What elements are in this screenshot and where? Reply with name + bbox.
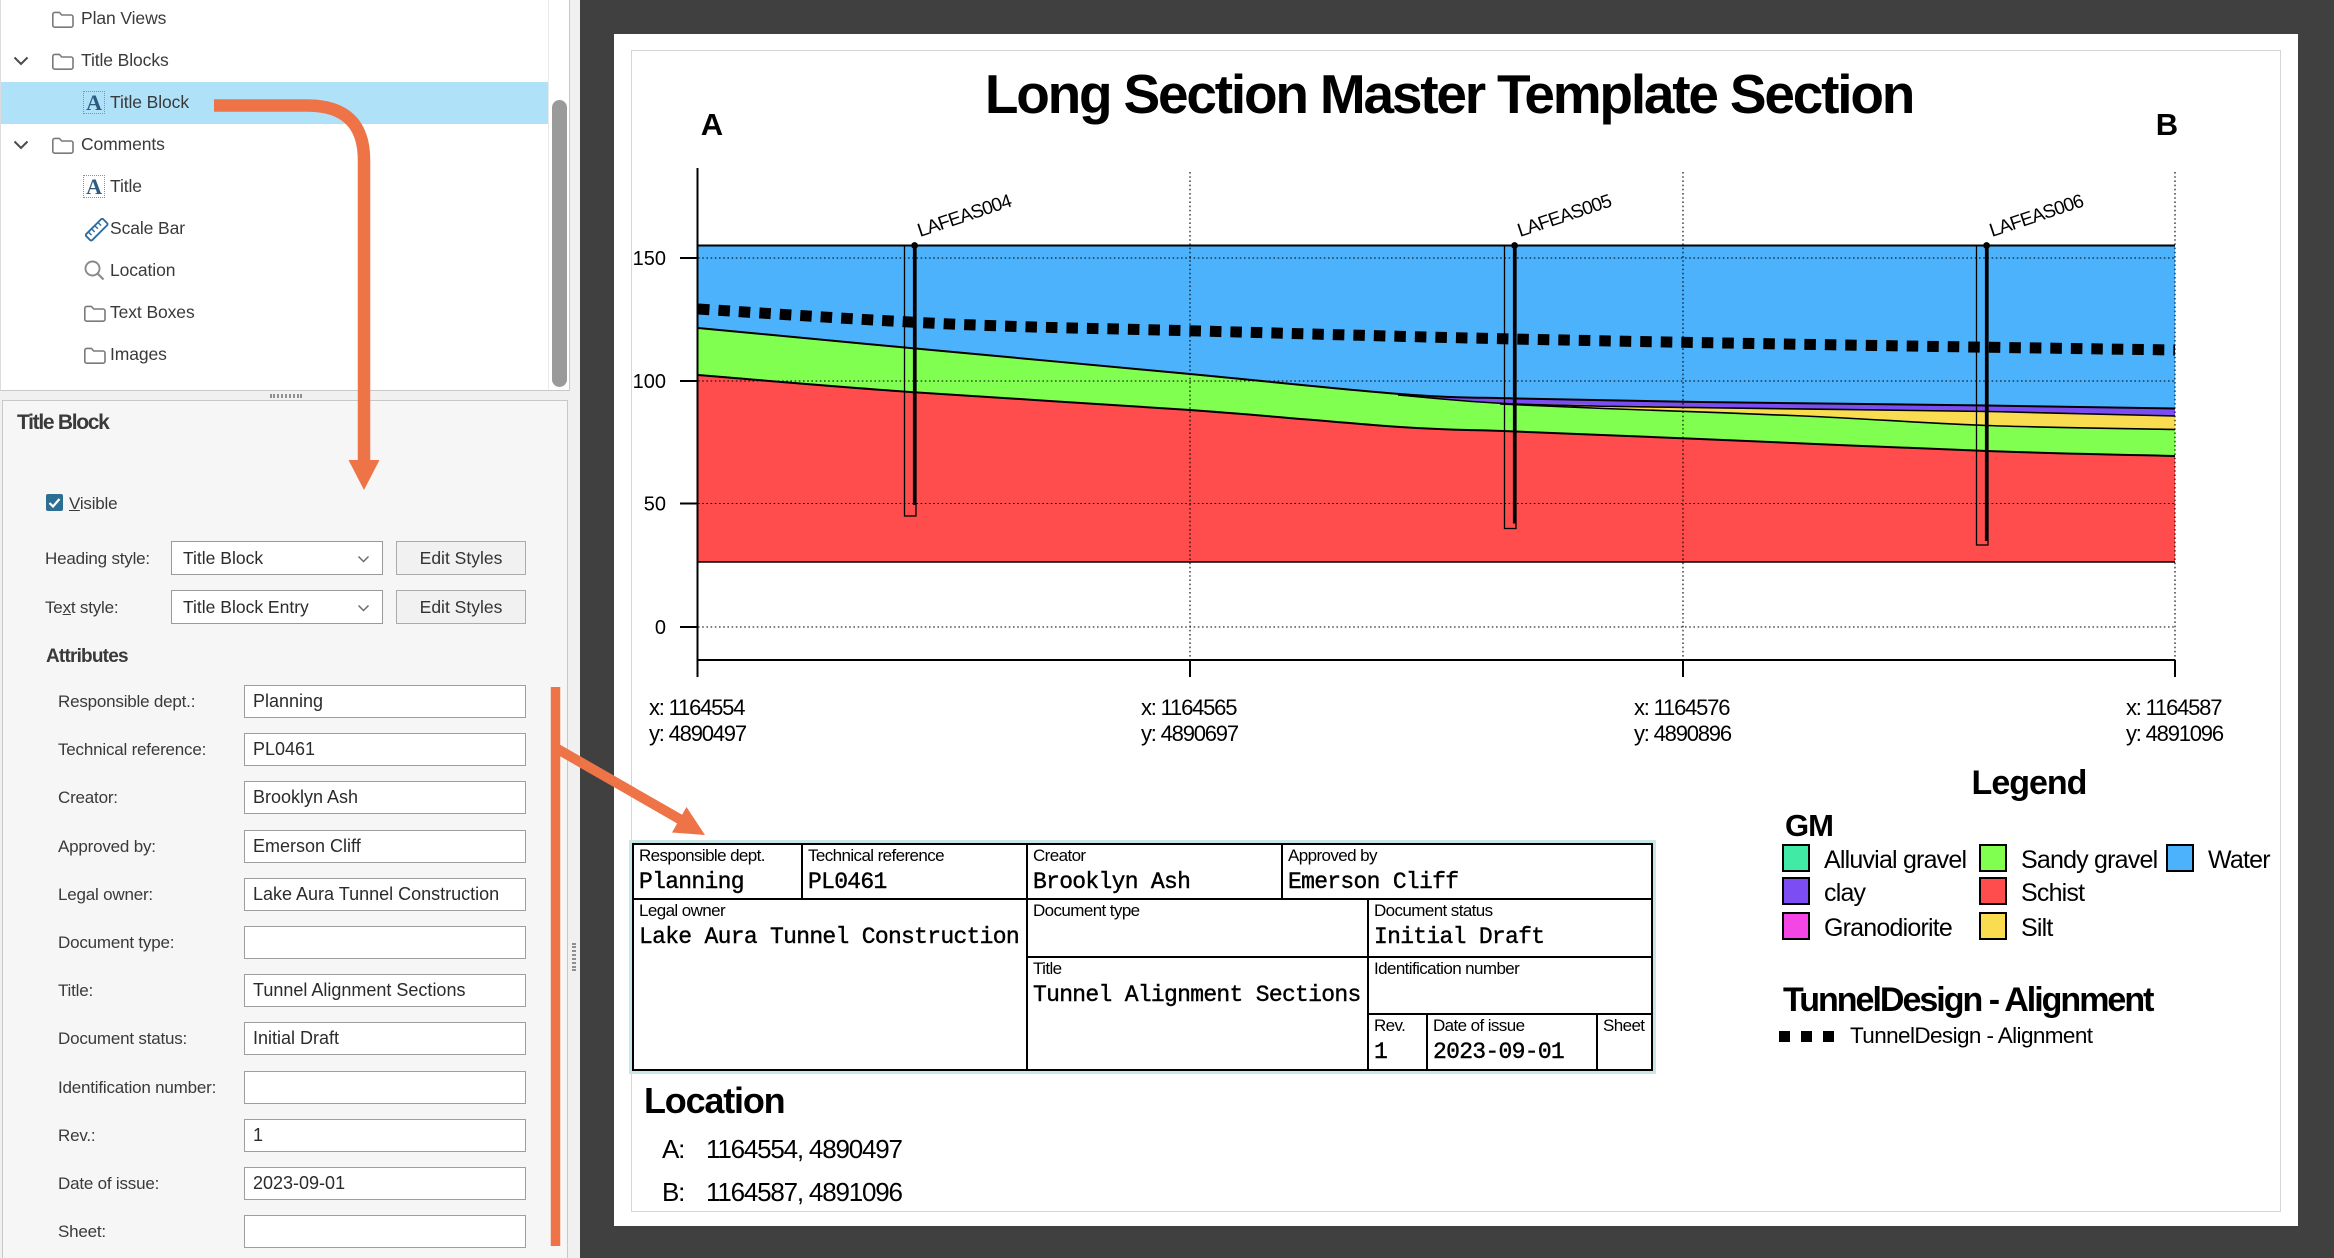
svg-text:100: 100 <box>633 371 666 393</box>
svg-text:LAFEAS006: LAFEAS006 <box>1987 191 2086 242</box>
svg-text:50: 50 <box>644 494 666 516</box>
svg-text:0: 0 <box>655 617 666 639</box>
svg-text:LAFEAS005: LAFEAS005 <box>1515 191 1614 242</box>
svg-text:LAFEAS004: LAFEAS004 <box>915 191 1015 242</box>
svg-text:150: 150 <box>633 248 666 270</box>
